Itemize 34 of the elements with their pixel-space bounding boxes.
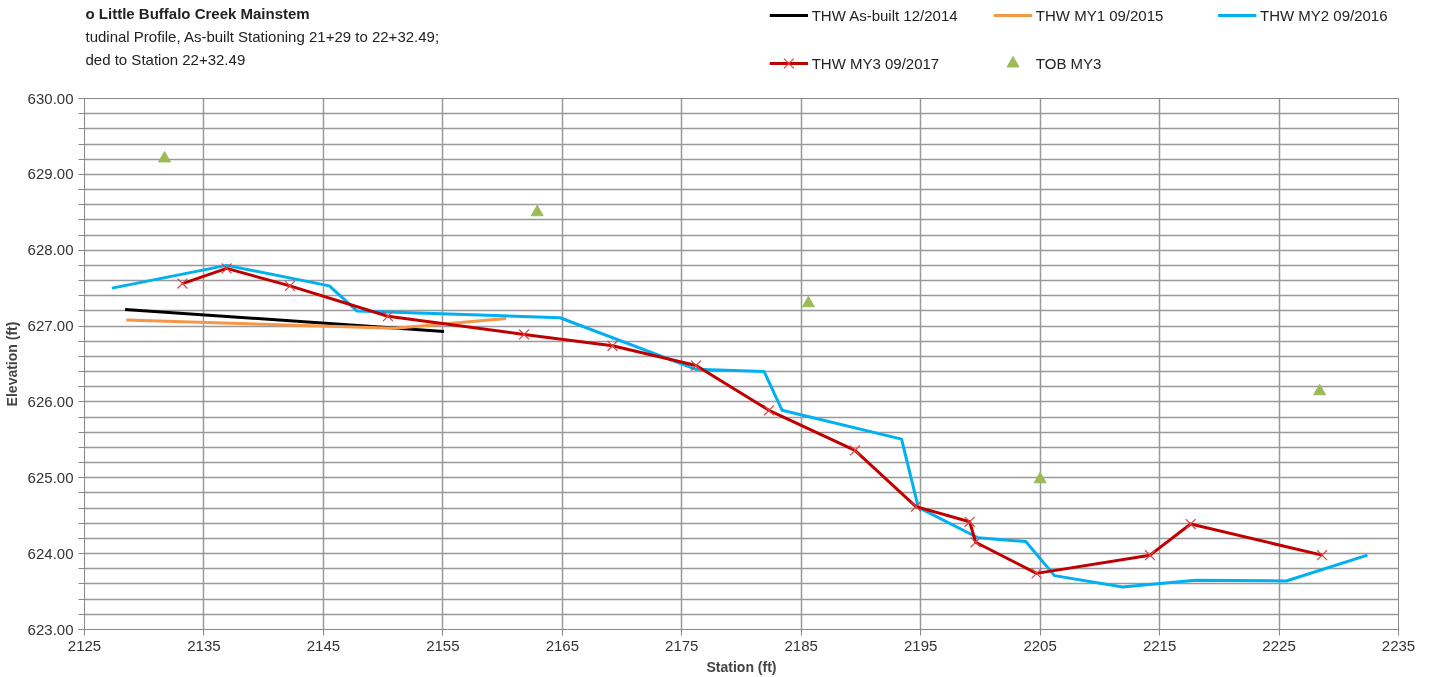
x-tick-label: 2145 [306, 636, 341, 654]
y-tick-label: 624.00 [27, 544, 74, 562]
x-tick-label: 2165 [545, 636, 580, 654]
point [530, 204, 544, 217]
y-axis-title: Elevation (ft) [3, 321, 20, 407]
x-tick-label: 2205 [1023, 636, 1057, 654]
x-axis-title: Station (ft) [706, 658, 777, 675]
y-tick-label: 625.00 [27, 468, 74, 486]
chart-subtitle: tudinal Profile, As-built Stationing 21+29 to 22+32.49; ded to Station 22+32.49 [85, 27, 440, 68]
x-tick-label: 2185 [784, 636, 818, 654]
legend-label: THW MY2 09/2016 [1259, 7, 1388, 24]
point [801, 295, 815, 308]
y-tick-label: 623.00 [27, 620, 74, 638]
y-tick-label: 628.00 [27, 241, 74, 259]
x-tick-label: 2195 [904, 636, 938, 654]
point [158, 151, 172, 163]
chart-title: o Little Buffalo Creek Mainstem [85, 4, 310, 22]
legend-label: THW MY1 09/2015 [1035, 7, 1164, 24]
point [1313, 383, 1327, 396]
y-tick-label: 630.00 [27, 89, 74, 107]
legend-label: TOB MY3 [1035, 55, 1102, 72]
x-tick-label: 2235 [1381, 636, 1416, 654]
x-tick-label: 2215 [1142, 636, 1177, 654]
legend-label: THW MY3 09/2017 [811, 55, 940, 72]
x-tick-label: 2125 [67, 636, 102, 654]
point [1033, 471, 1047, 484]
x-tick-label: 2155 [426, 636, 460, 654]
x-tick-label: 2175 [665, 636, 699, 654]
y-tick-label: 627.00 [27, 317, 74, 335]
y-tick-label: 629.00 [27, 165, 74, 183]
legend-label: THW As-built 12/2014 [811, 7, 958, 24]
x-tick-label: 2135 [187, 636, 221, 654]
x-tick-label: 2225 [1262, 636, 1296, 654]
y-tick-label: 626.00 [27, 392, 74, 410]
